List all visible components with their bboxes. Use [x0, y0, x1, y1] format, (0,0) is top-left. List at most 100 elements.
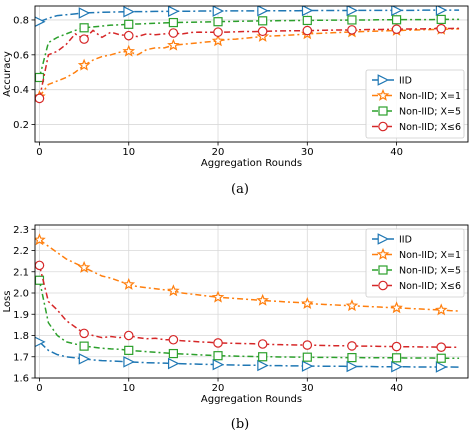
- data-point-x6: [436, 23, 447, 34]
- data-point-iid: [167, 6, 180, 18]
- data-point-x5: [391, 15, 402, 25]
- x-tick-label: 30: [301, 147, 314, 158]
- data-point-x6: [213, 338, 223, 348]
- data-point-iid: [78, 353, 91, 365]
- legend-label-iid: IID: [399, 235, 412, 246]
- legend-label-x6: Non-IID; X≤6: [399, 122, 461, 133]
- y-axis-label: Accuracy: [2, 51, 13, 97]
- data-point-x6: [436, 342, 447, 352]
- data-point-iid: [301, 360, 314, 372]
- data-point-x6: [347, 341, 357, 351]
- data-point-x5: [347, 15, 357, 25]
- data-point-x6: [35, 260, 45, 271]
- x-axis-label: Aggregation Rounds: [201, 158, 302, 169]
- data-point-x1: [77, 58, 91, 71]
- legend-label-x5: Non-IID; X=5: [399, 107, 461, 118]
- data-point-x1: [345, 299, 359, 312]
- data-point-x1: [167, 38, 180, 51]
- series-line-x1: [38, 28, 460, 98]
- legend-label-x1: Non-IID; X=1: [399, 250, 461, 261]
- data-point-x6: [168, 28, 179, 38]
- data-point-iid: [212, 6, 225, 17]
- data-point-x6: [302, 25, 313, 36]
- legend-marker-x1: [376, 88, 390, 101]
- accuracy-caption: (a): [231, 182, 249, 197]
- data-point-x6: [79, 34, 89, 44]
- data-point-x5: [391, 353, 402, 363]
- data-point-x1: [167, 284, 180, 297]
- axes-frame: [34, 224, 469, 379]
- legend-marker-x5: [378, 106, 388, 116]
- data-point-x6: [302, 340, 313, 350]
- data-point-x5: [302, 15, 312, 26]
- data-point-x5: [213, 351, 223, 361]
- data-point-iid: [346, 360, 359, 373]
- data-point-iid: [435, 361, 448, 373]
- loss-caption: (b): [231, 417, 249, 432]
- y-tick-label: 0.4: [13, 85, 29, 96]
- data-point-x1: [301, 297, 314, 309]
- data-point-x1: [122, 44, 136, 57]
- data-point-x5: [258, 16, 268, 26]
- series-line-x5: [38, 18, 460, 78]
- y-tick-label: 1.6: [13, 374, 29, 385]
- series-line-iid: [39, 9, 460, 23]
- axes-frame: [34, 5, 469, 143]
- legend-label-x6: Non-IID; X≤6: [399, 281, 461, 292]
- data-point-x6: [213, 27, 223, 37]
- data-point-x5: [79, 341, 89, 351]
- x-tick-label: 10: [122, 147, 135, 158]
- data-point-iid: [35, 16, 46, 27]
- data-point-x1: [256, 293, 269, 306]
- data-point-iid: [35, 336, 46, 348]
- data-point-iid: [123, 6, 135, 18]
- data-point-x5: [35, 72, 45, 83]
- y-axis-label: Loss: [2, 291, 13, 313]
- x-tick-label: 0: [36, 147, 42, 158]
- plot-area: [35, 233, 460, 373]
- data-point-iid: [257, 6, 269, 17]
- data-point-x5: [79, 23, 89, 33]
- data-point-x5: [436, 353, 446, 363]
- data-point-iid: [212, 358, 225, 371]
- y-tick-label: 1.7: [13, 352, 29, 363]
- legend-label-x5: Non-IID; X=5: [399, 266, 461, 277]
- data-point-x6: [391, 341, 402, 352]
- data-point-iid: [301, 6, 314, 17]
- data-point-x5: [213, 17, 223, 27]
- legend-marker-x1: [376, 247, 390, 260]
- x-tick-label: 10: [122, 383, 135, 394]
- x-tick-label: 40: [390, 383, 403, 394]
- x-tick-label: 20: [212, 147, 225, 158]
- y-tick-label: 0.6: [13, 50, 29, 61]
- data-point-x1: [434, 303, 448, 316]
- series-line-x1: [39, 239, 460, 312]
- data-point-iid: [257, 359, 269, 372]
- data-point-x5: [168, 17, 178, 28]
- data-point-iid: [167, 357, 180, 370]
- data-point-x1: [390, 301, 403, 314]
- data-point-x6: [35, 93, 45, 104]
- y-tick-label: 0.2: [13, 120, 29, 131]
- data-point-x5: [124, 19, 134, 29]
- legend-marker-iid: [377, 233, 390, 245]
- legend-box: [365, 69, 465, 139]
- data-point-x6: [391, 24, 402, 34]
- data-point-iid: [123, 356, 135, 368]
- legend: IID Non-IID; X=1 Non-IID; X=5 Non-IID; X≤6: [365, 228, 465, 298]
- series-line-x5: [38, 280, 460, 359]
- data-point-x6: [257, 26, 268, 37]
- data-point-iid: [346, 6, 359, 17]
- data-point-iid: [391, 360, 403, 373]
- series-line-x6: [38, 27, 460, 99]
- data-point-x6: [123, 330, 134, 341]
- x-tick-label: 30: [301, 383, 314, 394]
- legend-marker-x5: [378, 265, 388, 275]
- data-point-x5: [347, 353, 357, 363]
- data-point-x1: [122, 277, 136, 290]
- series-line-iid: [38, 341, 460, 368]
- y-tick-label: 2.0: [13, 289, 29, 300]
- data-point-x6: [257, 339, 268, 349]
- data-point-x5: [168, 348, 178, 359]
